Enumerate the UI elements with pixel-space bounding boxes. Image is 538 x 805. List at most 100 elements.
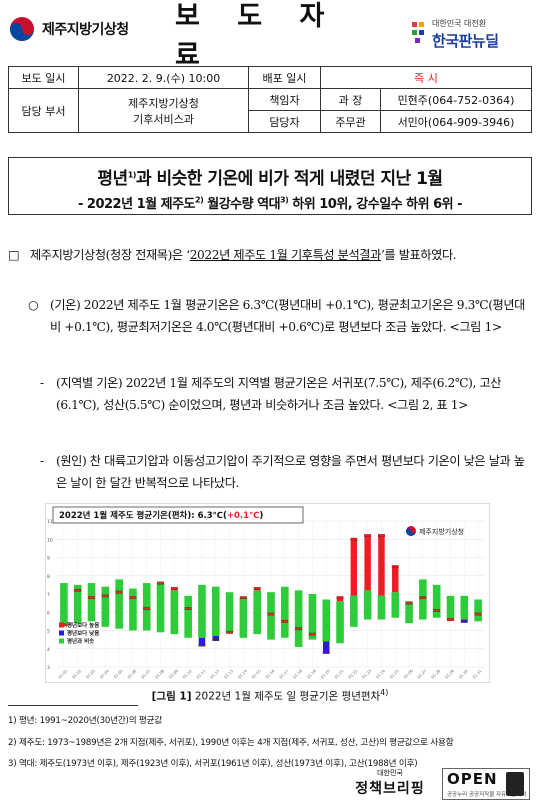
normal-range-bar: [129, 588, 137, 631]
dept-line1: 제주지방기상청: [128, 96, 199, 110]
headline-main: 평년1)과 비슷한 기온에 비가 적게 내렸던 지난 1월: [9, 164, 531, 189]
y-tick-label: 4: [47, 647, 50, 653]
chart-title-box: [52, 506, 304, 524]
daily-mean-marker: [419, 596, 427, 600]
newdeal-big: 한국판뉴딜: [432, 32, 499, 50]
x-tick-label: 01.14: [237, 668, 249, 680]
normal-range-bar: [460, 595, 469, 620]
normal-range-bar: [253, 590, 261, 635]
normal-range-bar: [308, 594, 317, 640]
normal-range-bar: [87, 583, 96, 622]
headline-sub-a: - 2022년 1월 제주도: [77, 197, 196, 212]
daily-mean-marker: [474, 612, 482, 616]
paragraph-cause: - (원인) 찬 대륙고기압과 이동성고기압이 주기적으로 영향을 주면서 평년…: [40, 450, 532, 494]
x-tick-label: 01.18: [292, 668, 304, 680]
daily-mean-marker: [308, 632, 316, 636]
license-icon: [506, 772, 524, 796]
newdeal-icon: [412, 22, 424, 43]
y-tick-label: 11: [47, 519, 53, 525]
intro-text-a: 제주지방기상청(청장 전재목)은 ‘: [30, 248, 190, 262]
footnote-2: 2) 제주도: 1973~1989년은 2개 지점(제주, 서귀포), 1990…: [8, 738, 454, 748]
paragraph-intro: □ 제주지방기상청(청장 전재목)은 ‘2022년 제주도 1월 기후특성 분석…: [8, 244, 532, 266]
footnote-3: 3) 역대: 제주도(1973년 이후), 제주(1923년 이후), 서귀포(…: [8, 759, 418, 769]
report-date-label: 보도 일시: [8, 66, 79, 89]
daily-mean-marker: [253, 587, 261, 590]
daily-mean-marker: [405, 601, 413, 605]
open-license-badge: OPEN 공공누리 공공저작물 자유이용허락: [442, 768, 530, 800]
y-tick-label: 6: [47, 610, 50, 616]
policy-briefing-logo: 대한민국 정책브리핑: [345, 768, 435, 802]
headline-main-a: 평년: [97, 169, 128, 189]
footnote-ref-1: 1): [127, 170, 137, 180]
caption-label: [그림 1]: [151, 690, 192, 703]
cause-text: (원인) 찬 대륙고기압과 이동성고기압이 주기적으로 영향을 주면서 평년보다…: [56, 454, 525, 490]
responsible-label: 책임자: [248, 88, 321, 111]
x-tick-label: 01.17: [278, 668, 290, 680]
x-tick-label: 01.09: [168, 668, 180, 680]
contact-role: 주무관: [320, 110, 381, 133]
below-normal-bar: [212, 635, 220, 640]
y-tick-label: 3: [47, 665, 50, 671]
x-tick-label: 01.28: [430, 668, 442, 680]
x-tick-label: 01.06: [126, 668, 138, 680]
headline-sub: - 2022년 1월 제주도2) 월강수량 역대3) 하위 10위, 강수일수 …: [9, 193, 531, 212]
normal-range-bar: [281, 586, 289, 638]
intro-text-b: ’를 발표하였다.: [380, 248, 457, 262]
responsible-name: 민현주(064-752-0364): [380, 88, 532, 111]
y-tick-label: 7: [47, 592, 50, 598]
open-title: OPEN: [447, 770, 498, 788]
dept-line2: 기후서비스과: [133, 112, 194, 126]
normal-range-bar: [170, 590, 179, 635]
y-tick-label: 10: [47, 537, 53, 543]
figure-caption: [그림 1] 2022년 1월 제주도 일 평균기온 평년편차4): [45, 688, 495, 704]
above-normal-bar: [364, 535, 371, 591]
legend-label: 평년과 비슷: [67, 637, 94, 645]
daily-mean-marker: [322, 650, 330, 654]
normal-range-bar: [211, 586, 220, 636]
normal-range-bar: [142, 583, 151, 631]
x-tick-label: 01.15: [251, 668, 263, 680]
daily-mean-marker: [88, 596, 95, 600]
daily-mean-marker: [281, 619, 289, 623]
daily-mean-marker: [184, 607, 192, 611]
daily-mean-marker: [433, 609, 441, 612]
normal-range-bar: [267, 592, 275, 640]
x-tick-label: 01.29: [444, 668, 456, 680]
legend-label: 평년보다 높음: [67, 621, 99, 629]
org-name: 제주지방기상청: [42, 22, 129, 38]
footnote-ref-4: 4): [380, 688, 389, 697]
daily-mean-marker: [378, 534, 385, 537]
dept-label: 담당 부서: [8, 88, 79, 133]
normal-range-bar: [60, 583, 68, 626]
daily-mean-marker: [212, 638, 220, 642]
x-tick-label: 01.10: [181, 668, 193, 680]
normal-range-bar: [350, 595, 358, 627]
x-tick-label: 01.04: [99, 668, 111, 680]
daily-mean-marker: [267, 612, 275, 616]
taegeuk-icon: [10, 17, 34, 41]
info-table: 보도 일시 2022. 2. 9.(수) 10:00 배포 일시 즉 시 담당 …: [8, 66, 532, 133]
normal-range-bar: [405, 601, 413, 624]
report-date: 2022. 2. 9.(수) 10:00: [78, 66, 249, 89]
x-tick-label: 01.02: [71, 668, 83, 680]
paragraph-regional: - (지역별 기온) 2022년 1월 제주도의 지역별 평균기온은 서귀포(7…: [40, 372, 532, 416]
x-tick-label: 01.07: [140, 668, 152, 680]
daily-mean-marker: [460, 619, 468, 623]
daily-mean-marker: [391, 565, 399, 569]
normal-range-bar: [336, 601, 344, 644]
x-tick-label: 01.08: [154, 668, 166, 680]
normal-range-bar: [184, 595, 192, 638]
footnote-divider: [8, 705, 138, 706]
x-tick-label: 01.03: [85, 668, 97, 680]
x-tick-label: 01.24: [375, 668, 387, 680]
normal-range-bar: [432, 584, 441, 618]
chart-title: 2022년 1월 제주도 평균기온(편차): 6.3℃(+0.1℃): [59, 510, 263, 521]
dash-bullet: -: [40, 454, 44, 468]
dash-bullet: -: [40, 376, 44, 390]
x-tick-label: 01.27: [416, 668, 428, 680]
caption-text: 2022년 1월 제주도 일 평균기온 평년편차: [191, 690, 381, 703]
normal-range-bar: [294, 590, 303, 647]
normal-range-bar: [115, 579, 123, 629]
daily-mean-marker: [101, 594, 109, 598]
